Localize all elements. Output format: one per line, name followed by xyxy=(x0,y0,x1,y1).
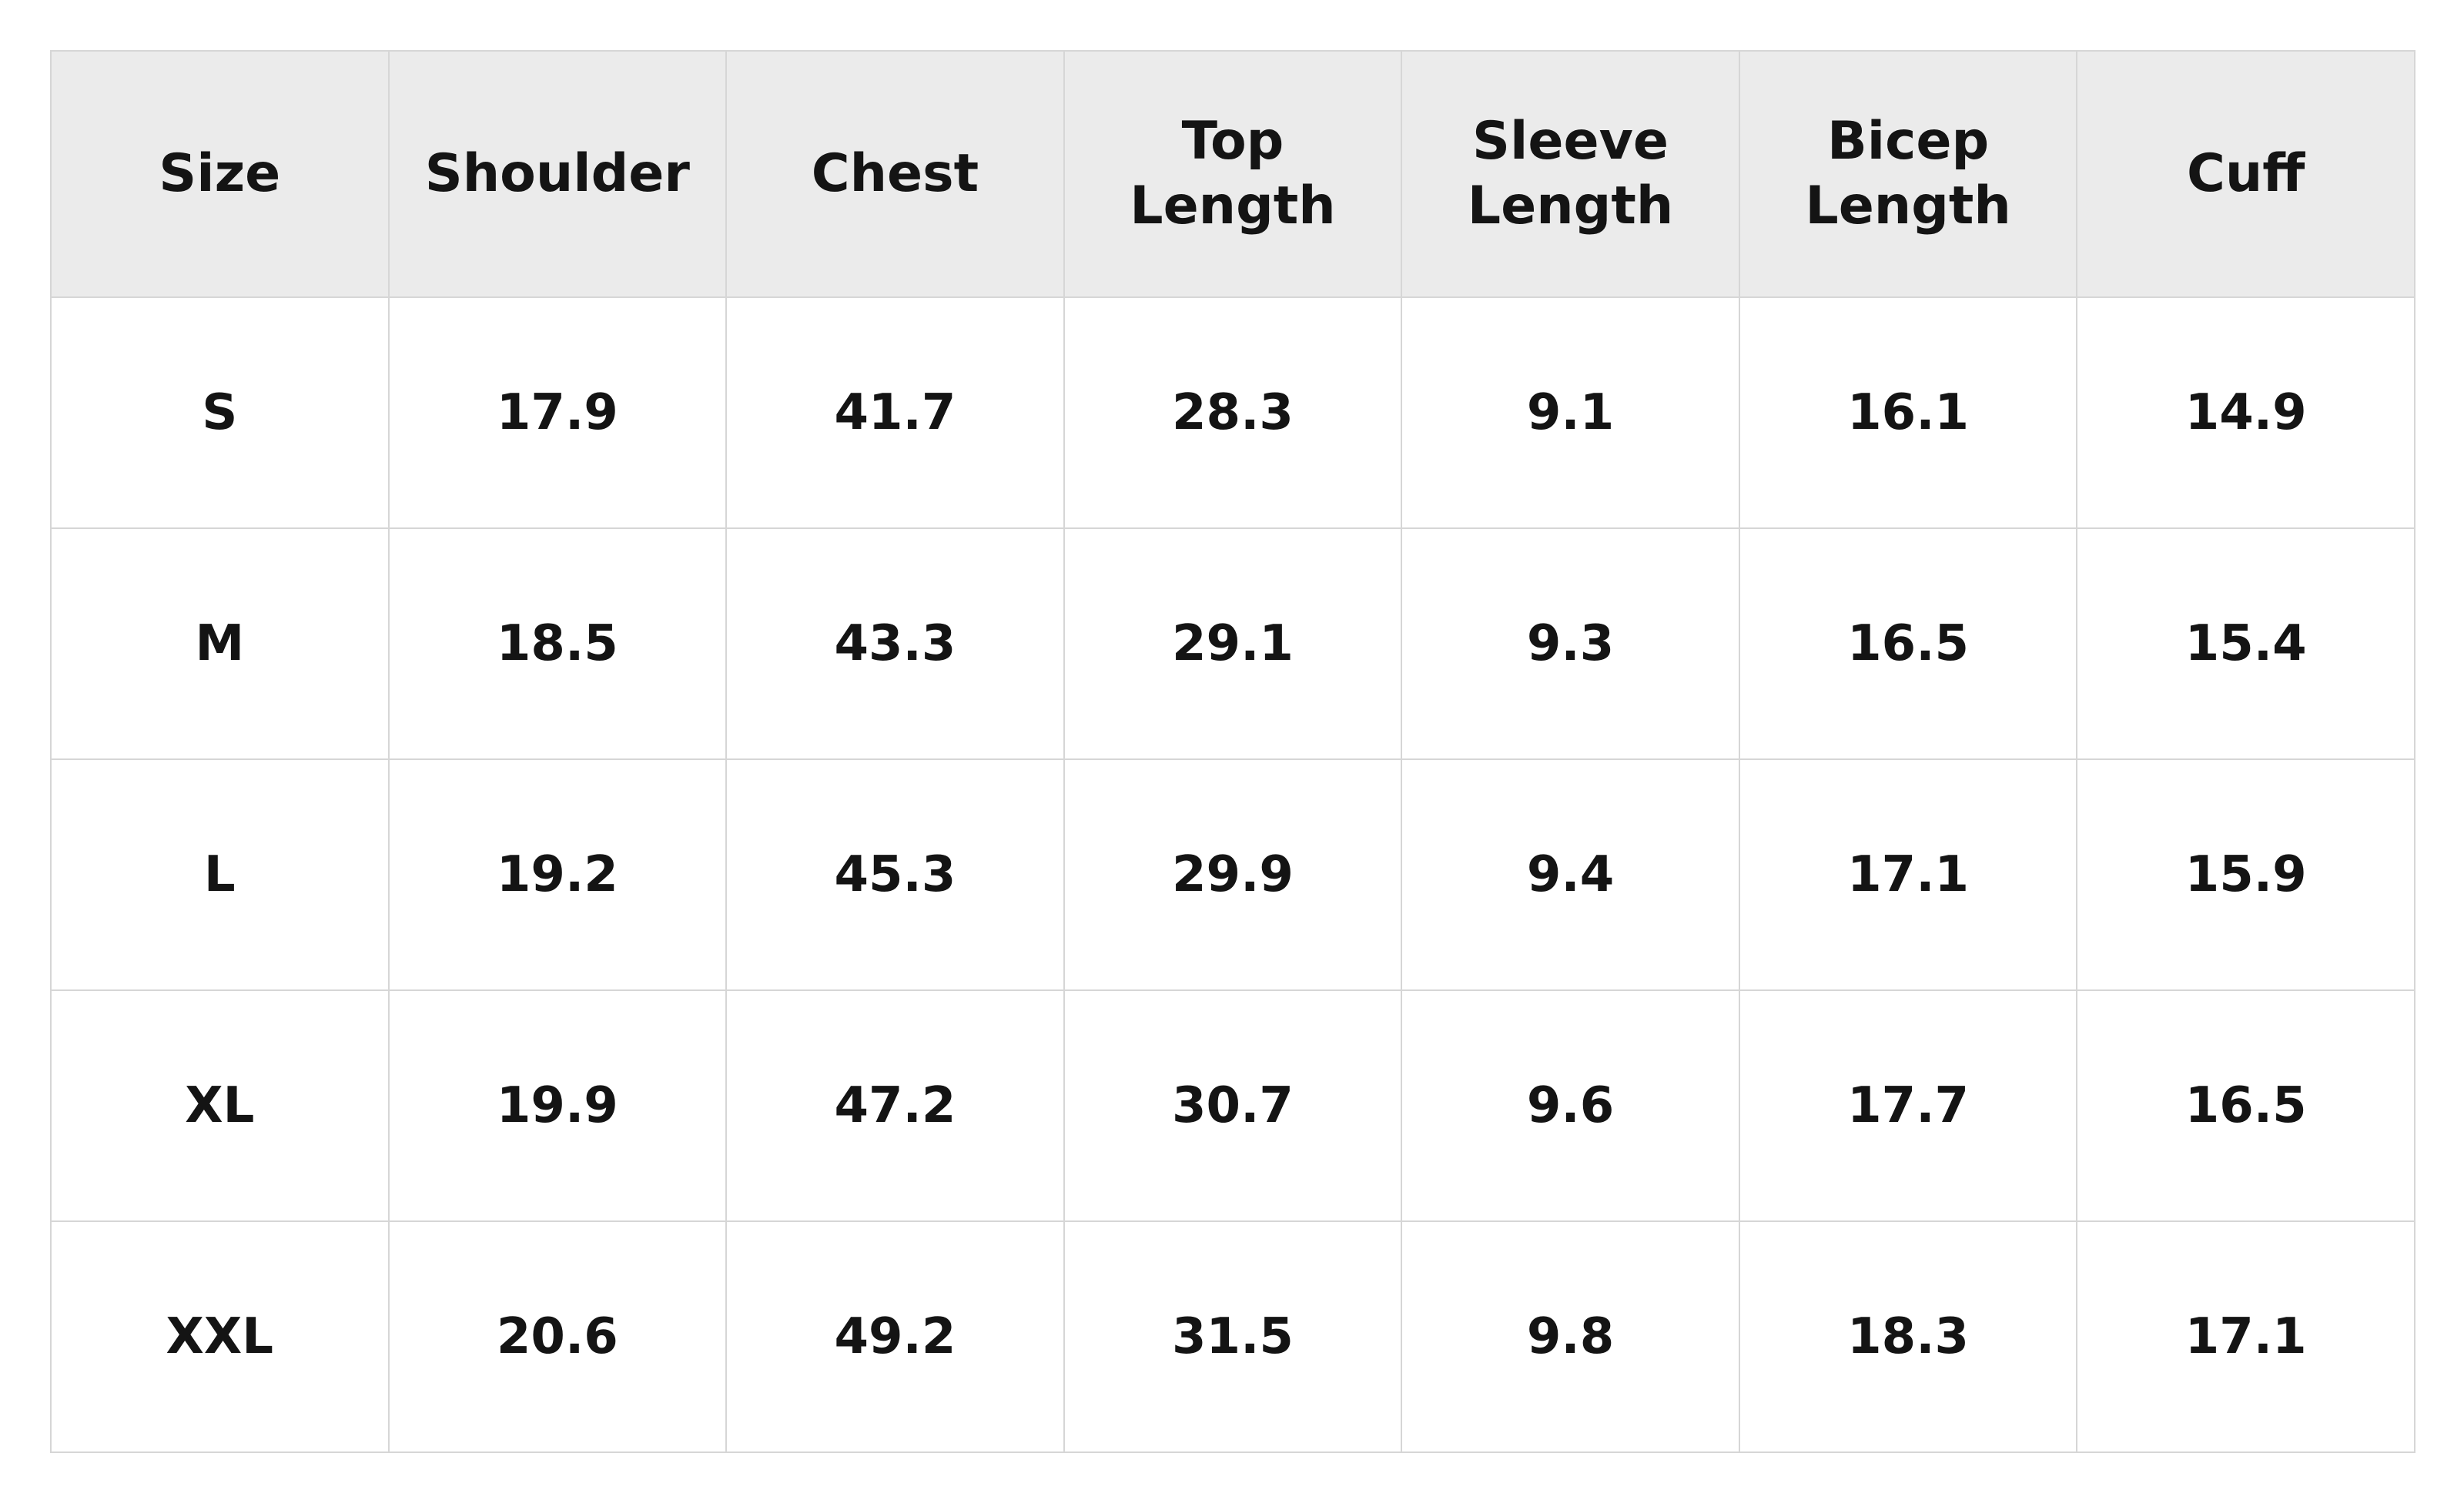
table-row: S 17.9 41.7 28.3 9.1 16.1 14.9 xyxy=(50,296,2415,529)
table-container: Size Shoulder Chest Top Length Sleeve Length… xyxy=(50,50,2415,1453)
measurement-cell: 15.4 xyxy=(2076,527,2415,760)
header-cell: Sleeve Length xyxy=(1401,50,1740,298)
measurement-cell: 19.2 xyxy=(387,758,728,991)
measurement-cell: 30.7 xyxy=(1063,989,1403,1222)
measurement-cell: 14.9 xyxy=(2076,296,2415,529)
table-row: M 18.5 43.3 29.1 9.3 16.5 15.4 xyxy=(50,527,2415,760)
header-cell: Shoulder xyxy=(387,50,728,298)
header-cell: Bicep Length xyxy=(1738,50,2078,298)
measurement-cell: 17.1 xyxy=(1738,758,2078,991)
measurement-cell: 17.9 xyxy=(387,296,728,529)
measurement-cell: 17.1 xyxy=(2076,1220,2415,1453)
table-row: XL 19.9 47.2 30.7 9.6 17.7 16.5 xyxy=(50,989,2415,1222)
measurement-cell: 43.3 xyxy=(725,527,1065,760)
header-cell: Cuff xyxy=(2076,50,2415,298)
measurement-cell: 9.1 xyxy=(1401,296,1740,529)
measurement-cell: 41.7 xyxy=(725,296,1065,529)
header-cell: Size xyxy=(50,50,390,298)
measurement-cell: 17.7 xyxy=(1738,989,2078,1222)
measurement-cell: 18.3 xyxy=(1738,1220,2078,1453)
table-body: S 17.9 41.7 28.3 9.1 16.1 14.9 M 18.5 43.3 29.1 9.3… xyxy=(50,296,2415,1453)
measurement-cell: 19.9 xyxy=(387,989,728,1222)
table-row: XXL 20.6 49.2 31.5 9.8 18.3 17.1 xyxy=(50,1220,2415,1453)
measurement-cell: 18.5 xyxy=(387,527,728,760)
size-cell: M xyxy=(50,527,390,760)
measurement-cell: 16.1 xyxy=(1738,296,2078,529)
measurement-cell: 15.9 xyxy=(2076,758,2415,991)
measurement-cell: 9.8 xyxy=(1401,1220,1740,1453)
header-row: Size Shoulder Chest Top Length Sleeve Length… xyxy=(50,50,2415,298)
measurement-cell: 9.3 xyxy=(1401,527,1740,760)
measurement-cell: 31.5 xyxy=(1063,1220,1403,1453)
measurement-cell: 9.6 xyxy=(1401,989,1740,1222)
measurement-cell: 49.2 xyxy=(725,1220,1065,1453)
size-table: Size Shoulder Chest Top Length Sleeve Length… xyxy=(50,50,2415,1453)
size-cell: XXL xyxy=(50,1220,390,1453)
size-cell: S xyxy=(50,296,390,529)
measurement-cell: 28.3 xyxy=(1063,296,1403,529)
header-cell: Chest xyxy=(725,50,1065,298)
header-cell: Top Length xyxy=(1063,50,1403,298)
table-row: L 19.2 45.3 29.9 9.4 17.1 15.9 xyxy=(50,758,2415,991)
measurement-cell: 47.2 xyxy=(725,989,1065,1222)
measurement-cell: 16.5 xyxy=(1738,527,2078,760)
measurement-cell: 29.9 xyxy=(1063,758,1403,991)
measurement-cell: 20.6 xyxy=(387,1220,728,1453)
measurement-cell: 29.1 xyxy=(1063,527,1403,760)
measurement-cell: 16.5 xyxy=(2076,989,2415,1222)
table-header: Size Shoulder Chest Top Length Sleeve Length… xyxy=(50,50,2415,298)
size-cell: L xyxy=(50,758,390,991)
size-cell: XL xyxy=(50,989,390,1222)
measurement-cell: 9.4 xyxy=(1401,758,1740,991)
measurement-cell: 45.3 xyxy=(725,758,1065,991)
